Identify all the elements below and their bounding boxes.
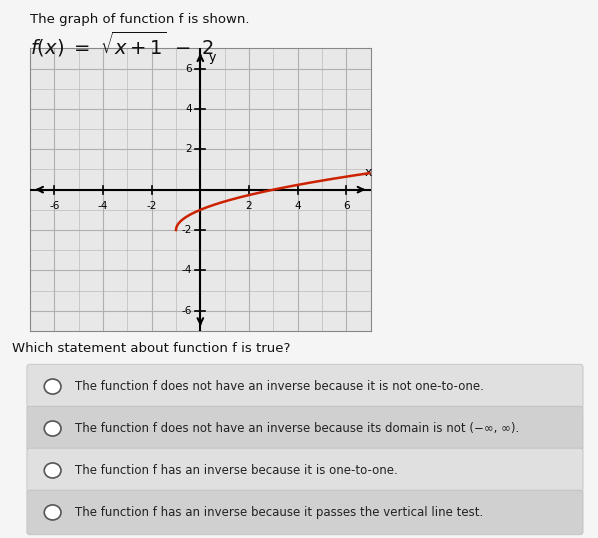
Text: The function f has an inverse because it is one-to-one.: The function f has an inverse because it… (75, 464, 398, 477)
Text: Which statement about function f is true?: Which statement about function f is true… (12, 342, 291, 355)
Text: The graph of function f is shown.: The graph of function f is shown. (30, 13, 249, 26)
Text: 6: 6 (185, 63, 192, 74)
Text: $f(x)\ =\ \sqrt{x+1}\ -\ 2$: $f(x)\ =\ \sqrt{x+1}\ -\ 2$ (30, 30, 213, 59)
Text: 2: 2 (246, 201, 252, 211)
Text: -4: -4 (97, 201, 108, 211)
Text: 4: 4 (185, 104, 192, 114)
Text: -6: -6 (181, 306, 192, 316)
Text: The function f has an inverse because it passes the vertical line test.: The function f has an inverse because it… (75, 506, 483, 519)
Text: -6: -6 (49, 201, 59, 211)
Text: -4: -4 (181, 265, 192, 275)
Text: 2: 2 (185, 144, 192, 154)
Text: -2: -2 (147, 201, 157, 211)
Text: -2: -2 (181, 225, 192, 235)
Text: The function f does not have an inverse because it is not one-to-one.: The function f does not have an inverse … (75, 380, 484, 393)
Text: The function f does not have an inverse because its domain is not (−∞, ∞).: The function f does not have an inverse … (75, 422, 519, 435)
Text: 6: 6 (343, 201, 350, 211)
Text: 4: 4 (294, 201, 301, 211)
Text: x: x (365, 166, 372, 179)
Text: y: y (209, 52, 216, 65)
